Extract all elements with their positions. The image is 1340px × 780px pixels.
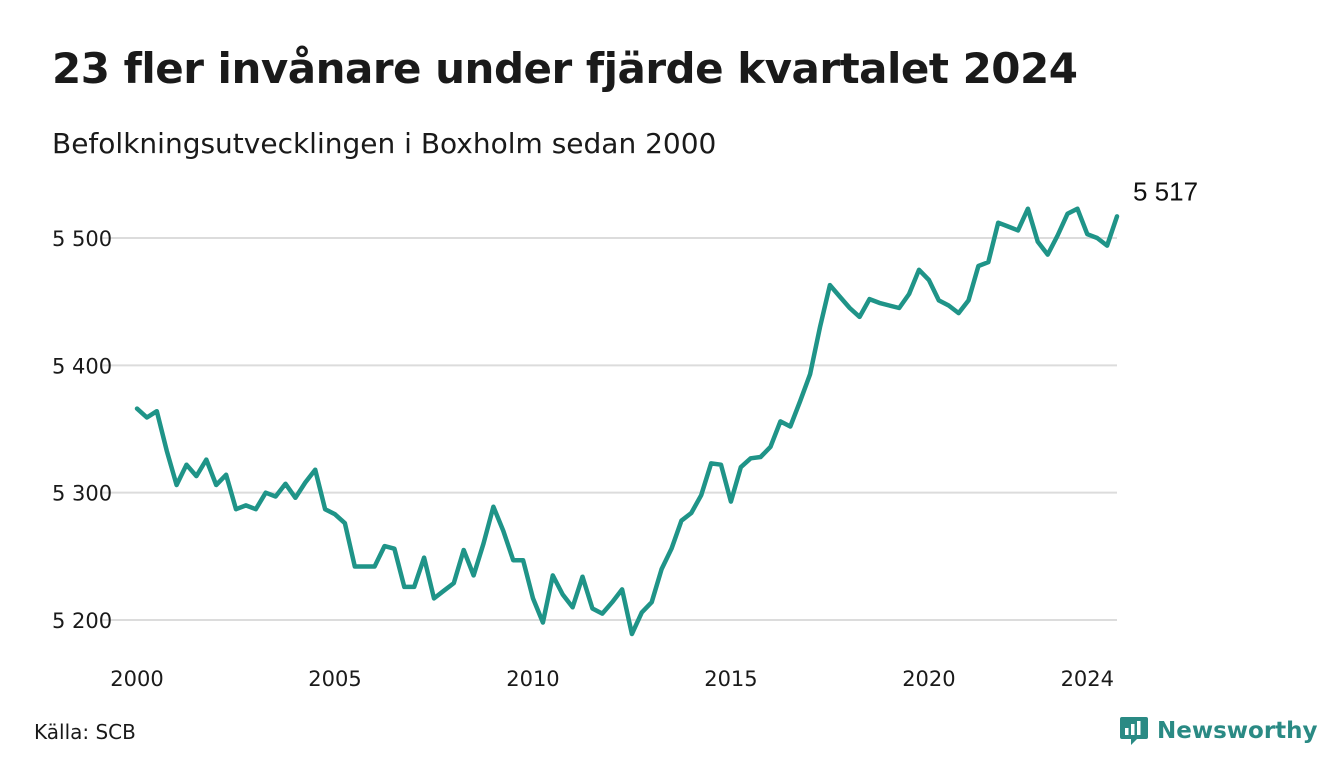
x-tick-label: 2005	[308, 667, 361, 691]
y-tick-label: 5 300	[52, 482, 112, 506]
source-note: Källa: SCB	[34, 720, 136, 744]
chart-subtitle: Befolkningsutvecklingen i Boxholm sedan …	[52, 127, 717, 160]
series-line	[134, 206, 1120, 637]
x-tick-label: 2000	[110, 667, 163, 691]
y-tick-label: 5 200	[52, 609, 112, 633]
y-tick-label: 5 500	[52, 227, 112, 251]
x-tick-label: 2010	[506, 667, 559, 691]
newsworthy-logo-icon	[1120, 717, 1148, 745]
x-tick-label: 2015	[704, 667, 757, 691]
brand-logo: Newsworthy	[1119, 715, 1318, 747]
x-tick-label: 2024	[1061, 667, 1114, 691]
x-tick-label: 2020	[902, 667, 955, 691]
chart-title: 23 fler invånare under fjärde kvartalet …	[52, 44, 1078, 93]
end-value-label: 5 517	[1133, 176, 1198, 206]
y-tick-label: 5 400	[52, 354, 112, 378]
brand-name: Newsworthy	[1157, 718, 1318, 744]
